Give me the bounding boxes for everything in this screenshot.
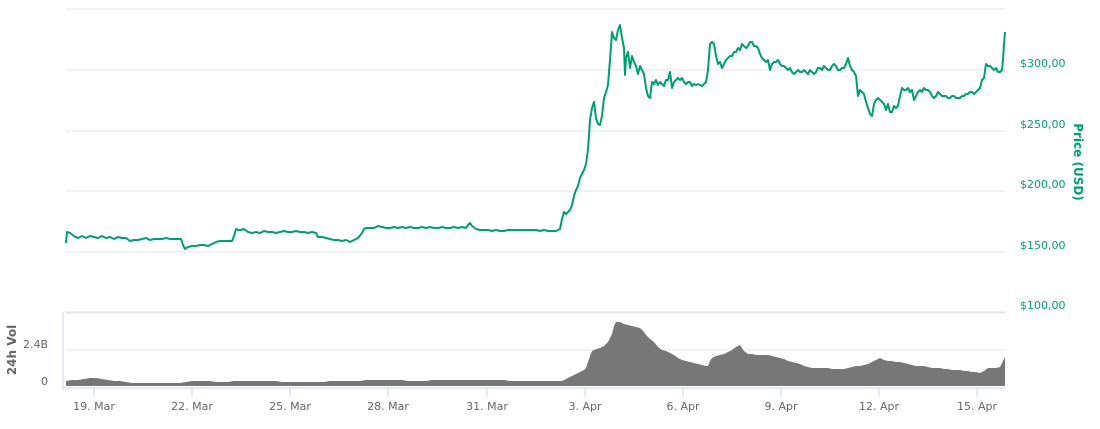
volume-tick-label: 2.4B xyxy=(23,338,48,351)
price-tick-label: $300,00 xyxy=(1020,57,1066,70)
volume-axis-labels: 2.4B 0 xyxy=(23,338,48,388)
volume-tick-label: 0 xyxy=(41,375,48,388)
volume-axis-title: 24h Vol xyxy=(5,325,19,375)
volume-gridlines xyxy=(66,312,1005,351)
x-tick-label: 19. Mar xyxy=(73,400,115,413)
volume-area[interactable] xyxy=(66,322,1005,386)
x-tick-label: 22. Mar xyxy=(171,400,213,413)
price-tick-label: $250,00 xyxy=(1020,118,1066,131)
price-tick-label: $100,00 xyxy=(1020,299,1066,312)
x-tick-label: 9. Apr xyxy=(764,400,797,413)
price-tick-label: $150,00 xyxy=(1020,239,1066,252)
x-axis-ticks: 19. Mar 22. Mar 25. Mar 28. Mar 31. Mar 3. Ap… xyxy=(73,388,997,413)
price-tick-label: $200,00 xyxy=(1020,178,1066,191)
x-tick-label: 25. Mar xyxy=(269,400,311,413)
x-tick-label: 15. Apr xyxy=(957,400,997,413)
x-tick-label: 3. Apr xyxy=(568,400,601,413)
x-tick-label: 6. Apr xyxy=(666,400,699,413)
price-line[interactable] xyxy=(65,24,1006,250)
x-tick-label: 28. Mar xyxy=(367,400,409,413)
price-axis-labels: $300,00 $250,00 $200,00 $150,00 $100,00 xyxy=(1020,57,1066,312)
price-gridlines xyxy=(66,8,1005,313)
price-axis-title: Price (USD) xyxy=(1071,123,1085,201)
x-tick-label: 31. Mar xyxy=(466,400,508,413)
x-tick-label: 12. Apr xyxy=(859,400,899,413)
